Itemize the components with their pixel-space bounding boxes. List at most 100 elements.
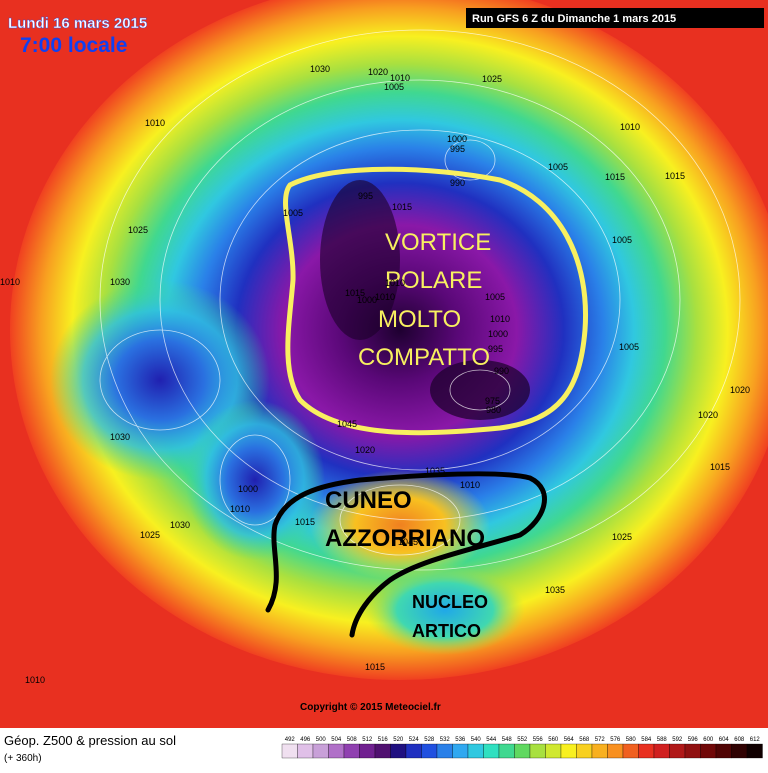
pressure-label: 1020 xyxy=(355,445,375,455)
scale-label: 592 xyxy=(672,737,683,743)
scale-swatch xyxy=(669,743,686,759)
azores-ridge xyxy=(310,470,490,580)
scale-swatch xyxy=(452,743,469,759)
pressure-label: 1030 xyxy=(110,277,130,287)
scale-label: 508 xyxy=(347,737,358,743)
pressure-label: 990 xyxy=(494,366,509,376)
scale-swatch xyxy=(638,743,655,759)
scale-label: 492 xyxy=(285,737,296,743)
wedge-outline xyxy=(265,471,547,638)
scale-swatch xyxy=(746,743,763,759)
pressure-label: 1035 xyxy=(545,585,565,595)
pressure-label: 1000 xyxy=(238,484,258,494)
scale-label: 552 xyxy=(517,737,528,743)
footer-title: Géop. Z500 & pression au sol xyxy=(4,733,176,748)
scale-label: 588 xyxy=(657,737,668,743)
annotation-line: CUNEO xyxy=(325,487,412,514)
pressure-label: 1025 xyxy=(128,225,148,235)
pressure-label: 1045 xyxy=(337,419,357,429)
scale-label: 580 xyxy=(626,737,637,743)
pressure-label: 1045 xyxy=(398,537,418,547)
annotation-line: VORTICE xyxy=(385,229,491,256)
pressure-label: 1005 xyxy=(619,342,639,352)
scale-label: 600 xyxy=(703,737,714,743)
pressure-label: 1030 xyxy=(170,520,190,530)
scale-label: 516 xyxy=(378,737,389,743)
scale-label: 544 xyxy=(486,737,497,743)
scale-swatch xyxy=(374,743,391,759)
pressure-label: 1005 xyxy=(485,292,505,302)
scale-label: 608 xyxy=(734,737,745,743)
scale-swatch xyxy=(715,743,732,759)
pressure-label: 1005 xyxy=(612,235,632,245)
run-label: Run GFS 6 Z du Dimanche 1 mars 2015 xyxy=(472,13,676,25)
pressure-label: 1020 xyxy=(698,410,718,420)
pressure-label: 1005 xyxy=(548,162,568,172)
scale-label: 500 xyxy=(316,737,327,743)
wedge-annotation: CUNEO AZZORRIANO xyxy=(325,487,485,552)
annotation-line: MOLTO xyxy=(378,306,461,333)
pressure-label: 995 xyxy=(488,344,503,354)
pressure-label: 1010 xyxy=(390,73,410,83)
scale-label: 572 xyxy=(595,737,606,743)
pressure-label: 1010 xyxy=(145,118,165,128)
pressure-label: 1025 xyxy=(140,530,160,540)
nucleus-annotation: NUCLEO ARTICO xyxy=(412,592,488,641)
run-box xyxy=(466,8,764,28)
scale-label: 568 xyxy=(579,737,590,743)
pressure-label: 1015 xyxy=(392,202,412,212)
pressure-labels: 1030 102010101005102510101000995990995100… xyxy=(0,64,750,685)
scale-swatch xyxy=(591,743,608,759)
scale-swatch xyxy=(467,743,484,759)
pressure-label: 975 xyxy=(485,396,500,406)
pressure-label: 1015 xyxy=(345,288,365,298)
pressure-label: 1015 xyxy=(710,462,730,472)
scale-swatch xyxy=(514,743,531,759)
scale-label: 612 xyxy=(750,737,761,743)
pressure-label: 1000 xyxy=(357,295,377,305)
copyright: Copyright © 2015 Meteociel.fr xyxy=(300,702,441,713)
annotation-line: ARTICO xyxy=(412,621,481,641)
scale-swatch xyxy=(498,743,515,759)
scale-label: 520 xyxy=(393,737,404,743)
pressure-label: 1015 xyxy=(295,517,315,527)
pressure-label: 1035 xyxy=(425,466,445,476)
scale-label: 528 xyxy=(424,737,435,743)
pressure-label: 995 xyxy=(450,144,465,154)
pressure-label: 1010 xyxy=(460,480,480,490)
scale-swatch xyxy=(436,743,453,759)
pressure-label: 1030 xyxy=(310,64,330,74)
scale-swatch xyxy=(545,743,562,759)
annotation-line: NUCLEO xyxy=(412,592,488,612)
scale-swatch xyxy=(560,743,577,759)
scale-label: 504 xyxy=(331,737,342,743)
pressure-label: 1020 xyxy=(730,385,750,395)
scale-label: 564 xyxy=(564,737,575,743)
pressure-label: 980 xyxy=(486,405,501,415)
scale-label: 524 xyxy=(409,737,420,743)
footer-lead: (+ 360h) xyxy=(4,753,42,764)
pressure-label: 1015 xyxy=(665,171,685,181)
pressure-label: 1015 xyxy=(365,662,385,672)
deep-low xyxy=(430,360,530,420)
scale-swatch xyxy=(359,743,376,759)
pressure-label: 995 xyxy=(358,191,373,201)
scale-label: 560 xyxy=(548,737,559,743)
pressure-label: 1010 xyxy=(375,292,395,302)
scale-swatch xyxy=(405,743,422,759)
pressure-label: 1010 xyxy=(385,278,405,288)
scale-label: 496 xyxy=(300,737,311,743)
annotation-line: AZZORRIANO xyxy=(325,525,485,552)
scale-swatch xyxy=(653,743,670,759)
time-label: 7:00 locale xyxy=(20,34,127,57)
scale-swatch xyxy=(297,743,314,759)
scale-label: 540 xyxy=(471,737,482,743)
scale-label: 536 xyxy=(455,737,466,743)
pressure-label: 1015 xyxy=(605,172,625,182)
vortex-annotation: VORTICE POLARE MOLTO COMPATTO xyxy=(358,229,491,371)
pressure-label: 1010 xyxy=(490,314,510,324)
pressure-label: 1000 xyxy=(447,134,467,144)
scale-label: 604 xyxy=(719,737,730,743)
scale-swatch xyxy=(607,743,624,759)
